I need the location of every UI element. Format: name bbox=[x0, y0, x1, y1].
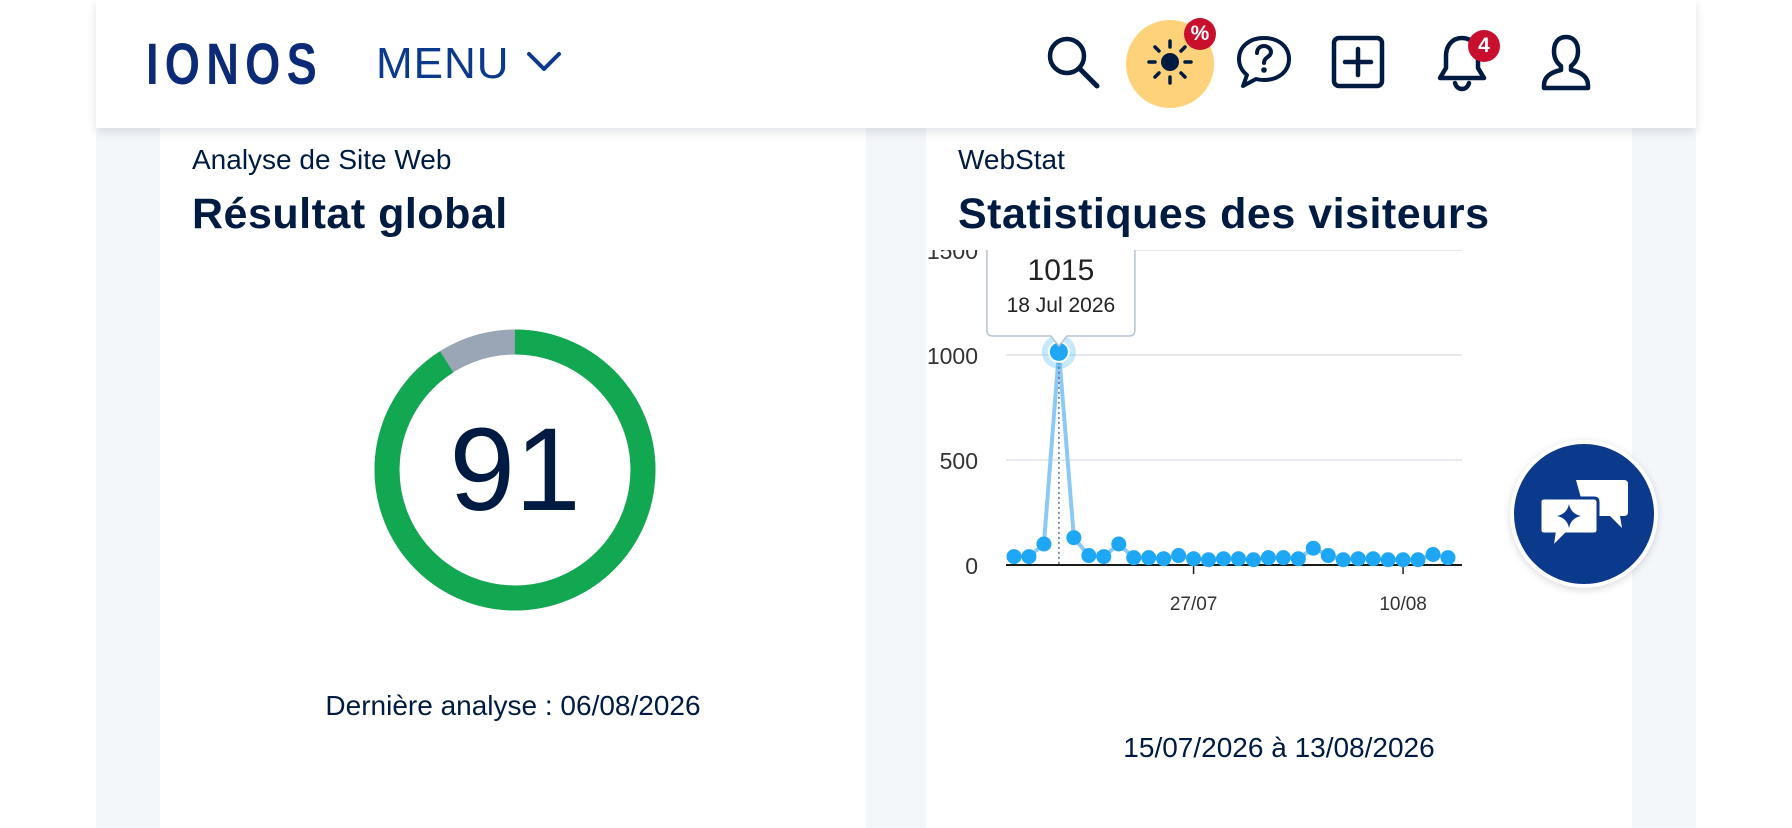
notifications-button[interactable]: 4 bbox=[1420, 22, 1504, 106]
y-tick-label: 0 bbox=[965, 553, 978, 579]
data-point bbox=[1006, 549, 1022, 565]
help-bubble-icon bbox=[1234, 32, 1294, 97]
data-point bbox=[1021, 549, 1037, 565]
x-tick-label: 27/07 bbox=[1170, 594, 1218, 615]
ai-chat-button[interactable] bbox=[1510, 440, 1658, 588]
promo-badge: % bbox=[1184, 18, 1216, 50]
last-analysis-date: Dernière analyse : 06/08/2026 bbox=[325, 690, 701, 721]
data-point bbox=[1186, 551, 1202, 567]
y-tick-label: 1000 bbox=[927, 343, 978, 369]
series-line bbox=[1014, 349, 1449, 562]
analysis-subtitle: Analyse de Site Web bbox=[192, 144, 452, 175]
data-point bbox=[1410, 552, 1426, 568]
ionos-logo[interactable]: IONOS bbox=[146, 32, 323, 97]
y-tick-label: 500 bbox=[940, 448, 978, 474]
sun-icon bbox=[1147, 38, 1193, 90]
visitor-stats-title: Statistiques des visiteurs bbox=[958, 190, 1490, 238]
data-point bbox=[1305, 540, 1321, 556]
menu-button[interactable]: MENU bbox=[376, 42, 562, 86]
chevron-down-icon bbox=[526, 51, 562, 78]
promo-button[interactable]: % bbox=[1126, 18, 1216, 108]
data-point bbox=[1425, 547, 1441, 562]
data-point bbox=[1335, 552, 1351, 568]
visitor-line-chart[interactable]: 0 500 1000 1500 27/07 10/08 1015 18 Jul 2026 bbox=[926, 250, 1626, 710]
data-point bbox=[1230, 551, 1246, 567]
x-tick-label: 10/08 bbox=[1379, 594, 1427, 615]
add-button[interactable] bbox=[1316, 22, 1400, 106]
data-point bbox=[1156, 551, 1172, 567]
data-point bbox=[1081, 548, 1097, 564]
data-point bbox=[1365, 551, 1381, 567]
data-point bbox=[1126, 550, 1142, 566]
data-point bbox=[1260, 550, 1276, 566]
plus-square-icon bbox=[1330, 34, 1386, 95]
gauge-score-arc bbox=[374, 329, 656, 611]
search-button[interactable] bbox=[1031, 22, 1115, 106]
data-point bbox=[1350, 551, 1366, 567]
tooltip-value: 1015 bbox=[1028, 254, 1095, 287]
help-button[interactable] bbox=[1222, 22, 1306, 106]
tooltip-date: 18 Jul 2026 bbox=[1007, 294, 1116, 317]
webstat-subtitle: WebStat bbox=[958, 144, 1065, 175]
data-point bbox=[1096, 549, 1112, 565]
notifications-badge: 4 bbox=[1468, 30, 1500, 62]
data-point bbox=[1395, 552, 1411, 568]
tooltip-box bbox=[986, 250, 1136, 348]
top-header: IONOS MENU bbox=[96, 0, 1696, 128]
data-point bbox=[1380, 552, 1396, 568]
data-point bbox=[1440, 550, 1456, 566]
data-point bbox=[1290, 551, 1306, 567]
menu-label: MENU bbox=[376, 39, 510, 88]
data-point bbox=[1066, 530, 1082, 546]
search-icon bbox=[1043, 32, 1103, 97]
stats-date-range: 15/07/2026 à 13/08/2026 bbox=[1123, 732, 1435, 763]
data-point bbox=[1216, 551, 1232, 567]
data-point bbox=[1141, 550, 1157, 566]
data-point bbox=[1275, 550, 1291, 566]
account-button[interactable] bbox=[1524, 22, 1608, 106]
score-gauge: 91 bbox=[370, 325, 660, 615]
data-point bbox=[1036, 536, 1052, 552]
visitor-stats-card[interactable] bbox=[926, 128, 1632, 828]
analysis-title: Résultat global bbox=[192, 190, 508, 238]
data-point bbox=[1201, 552, 1217, 568]
score-value: 91 bbox=[449, 404, 581, 536]
chat-sparkle-icon bbox=[1536, 472, 1632, 557]
data-point bbox=[1320, 548, 1336, 564]
data-point bbox=[1111, 536, 1127, 552]
user-icon bbox=[1538, 32, 1594, 97]
data-point bbox=[1245, 552, 1261, 568]
y-tick-label: 1500 bbox=[927, 250, 978, 264]
website-analysis-card[interactable] bbox=[160, 128, 866, 828]
data-point bbox=[1171, 548, 1187, 564]
